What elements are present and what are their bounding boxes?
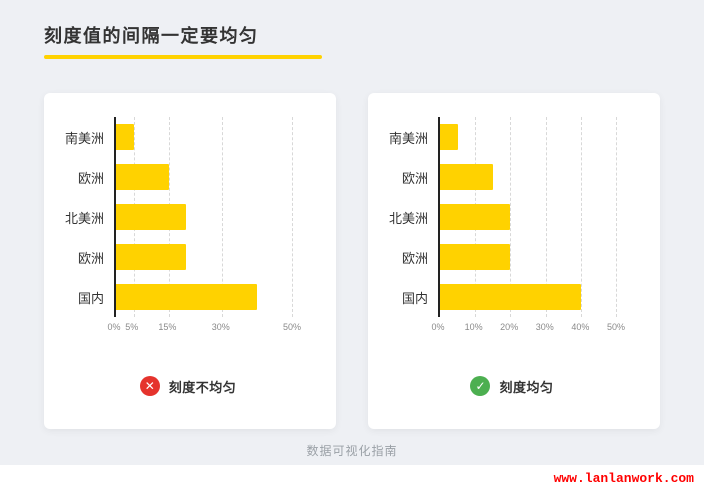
plot-area: [438, 117, 617, 317]
gridline: [545, 117, 547, 317]
x-tick-label: 50%: [606, 322, 626, 332]
y-axis-label: 欧洲: [401, 250, 428, 266]
bar-row: [116, 277, 292, 317]
bar-row: [116, 197, 292, 237]
bar: [116, 164, 169, 190]
verdict-label: 刻度均匀: [499, 379, 554, 395]
x-tick-label: 15%: [158, 322, 177, 332]
x-tick-label: 30%: [211, 322, 230, 332]
x-tick-label: 10%: [464, 322, 483, 332]
x-tick-label: 5%: [125, 322, 139, 332]
bar: [116, 244, 187, 270]
y-axis-label: 欧洲: [77, 250, 104, 266]
gridline: [292, 117, 293, 317]
card-even-scale: 南美洲 欧洲 北美洲 欧洲 国内 0% 10% 20% 30% 40% 50% ✓ 刻度均匀: [368, 93, 660, 429]
card-uneven-scale: 南美洲 欧洲 北美洲 欧洲 国内 0% 5% 15% 30% 50% ✕ 刻度不均匀: [44, 93, 336, 429]
y-axis-label: 南美洲: [388, 130, 428, 146]
bar-row: [116, 237, 292, 277]
bar-row: [116, 157, 292, 197]
bar-row: [116, 117, 292, 157]
cross-icon: ✕: [139, 376, 160, 396]
bottom-strip: www.lanlanwork.com: [0, 465, 704, 492]
x-axis-ticks: 0% 5% 15% 30% 50%: [107, 322, 301, 336]
page-title: 刻度值的间隔一定要均匀: [44, 26, 259, 46]
x-tick-label: 40%: [571, 322, 590, 332]
y-axis-label: 南美洲: [64, 130, 104, 146]
page-header: 刻度值的间隔一定要均匀: [44, 22, 660, 59]
bar-row: [440, 237, 616, 277]
x-tick-label: 20%: [500, 322, 519, 332]
bar: [440, 164, 493, 190]
y-axis-label: 欧洲: [77, 170, 104, 186]
cards-container: 南美洲 欧洲 北美洲 欧洲 国内 0% 5% 15% 30% 50% ✕ 刻度不均匀 南美洲 欧洲…: [44, 93, 660, 429]
y-axis-label: 国内: [401, 290, 428, 306]
y-axis-label: 北美洲: [64, 210, 104, 226]
x-tick-label: 0%: [107, 322, 121, 332]
y-axis-labels: 南美洲 欧洲 北美洲 欧洲 国内: [380, 117, 438, 336]
check-icon: ✓: [470, 376, 491, 396]
gridline: [221, 117, 223, 317]
bar: [116, 284, 257, 310]
gridline: [580, 117, 582, 317]
verdict-row-good: ✓ 刻度均匀: [380, 376, 644, 396]
bar-row: [440, 157, 616, 197]
x-axis-ticks: 0% 10% 20% 30% 40% 50%: [431, 322, 625, 336]
bar-row: [440, 197, 616, 237]
bar-row: [440, 117, 616, 157]
bar-chart-even-scale: 南美洲 欧洲 北美洲 欧洲 国内 0% 10% 20% 30% 40% 50%: [380, 117, 644, 336]
y-axis-label: 北美洲: [388, 210, 428, 226]
bar: [440, 244, 511, 270]
bar-chart-uneven-scale: 南美洲 欧洲 北美洲 欧洲 国内 0% 5% 15% 30% 50%: [56, 117, 320, 336]
bar: [116, 124, 134, 150]
gridline: [510, 117, 512, 317]
y-axis-label: 国内: [77, 290, 104, 306]
title-underline: [44, 55, 322, 59]
plot-area: [114, 117, 293, 317]
bar: [116, 204, 187, 230]
bar: [440, 124, 458, 150]
bar-row: [440, 277, 616, 317]
x-tick-label: 0%: [431, 322, 445, 332]
x-tick-label: 50%: [282, 322, 302, 332]
plot-column: 0% 10% 20% 30% 40% 50%: [431, 117, 644, 336]
x-tick-label: 30%: [535, 322, 554, 332]
gridline: [616, 117, 617, 317]
watermark-text: www.lanlanwork.com: [553, 471, 694, 486]
footer-note: 数据可视化指南: [306, 444, 398, 458]
y-axis-label: 欧洲: [401, 170, 428, 186]
bar: [440, 204, 511, 230]
plot-column: 0% 5% 15% 30% 50%: [107, 117, 320, 336]
bar: [440, 284, 581, 310]
verdict-row-bad: ✕ 刻度不均匀: [56, 376, 320, 396]
y-axis-labels: 南美洲 欧洲 北美洲 欧洲 国内: [56, 117, 114, 336]
verdict-label: 刻度不均匀: [168, 379, 237, 395]
